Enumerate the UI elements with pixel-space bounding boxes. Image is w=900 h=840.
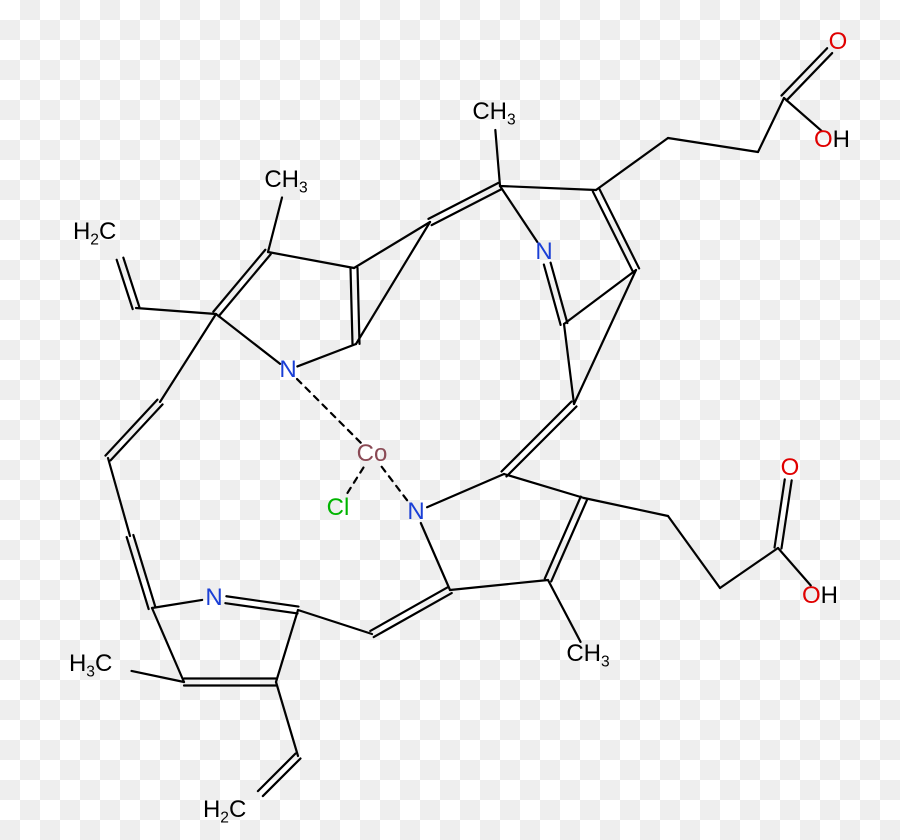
atom-Cl: Cl (327, 496, 350, 520)
atom-O1h: OH (814, 128, 850, 152)
atom-CH3d: H3C (69, 652, 112, 680)
atom-N4: N (205, 586, 222, 610)
atom-N1: N (279, 358, 296, 382)
atom-V2b: H2C (203, 798, 246, 826)
atom-CH3b: CH3 (472, 100, 515, 128)
atom-O2s: O (781, 456, 800, 480)
atom-CH3c: CH3 (566, 642, 609, 670)
atom-O2h: OH (802, 584, 838, 608)
atom-Co: Co (357, 442, 388, 466)
atom-O1s: O (829, 30, 848, 54)
atom-N2: N (535, 240, 552, 264)
atom-CH3a: CH3 (264, 168, 307, 196)
atom-V1b: H2C (73, 220, 116, 248)
molecule-svg (0, 0, 900, 840)
atom-N3: N (407, 500, 424, 524)
